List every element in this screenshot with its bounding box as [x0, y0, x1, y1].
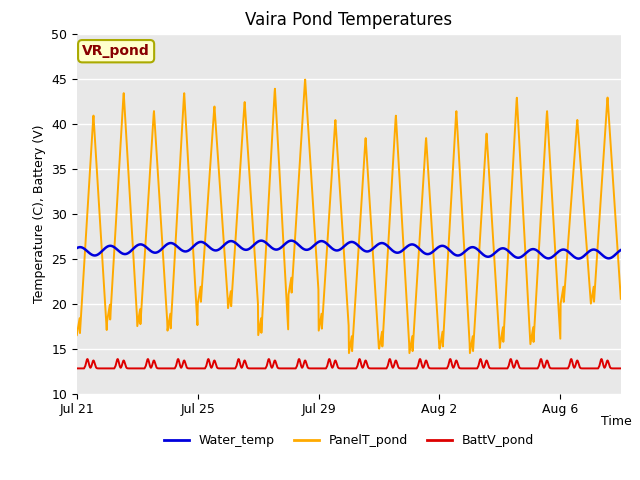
- Text: VR_pond: VR_pond: [82, 44, 150, 58]
- Title: Vaira Pond Temperatures: Vaira Pond Temperatures: [245, 11, 452, 29]
- X-axis label: Time: Time: [601, 415, 632, 428]
- Legend: Water_temp, PanelT_pond, BattV_pond: Water_temp, PanelT_pond, BattV_pond: [159, 429, 539, 452]
- Y-axis label: Temperature (C), Battery (V): Temperature (C), Battery (V): [33, 124, 45, 303]
